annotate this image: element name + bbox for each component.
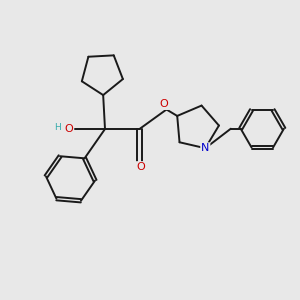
Text: N: N	[201, 143, 209, 153]
Text: O: O	[136, 162, 146, 172]
Text: O: O	[64, 124, 74, 134]
Text: H: H	[54, 123, 61, 132]
Text: O: O	[160, 99, 169, 109]
